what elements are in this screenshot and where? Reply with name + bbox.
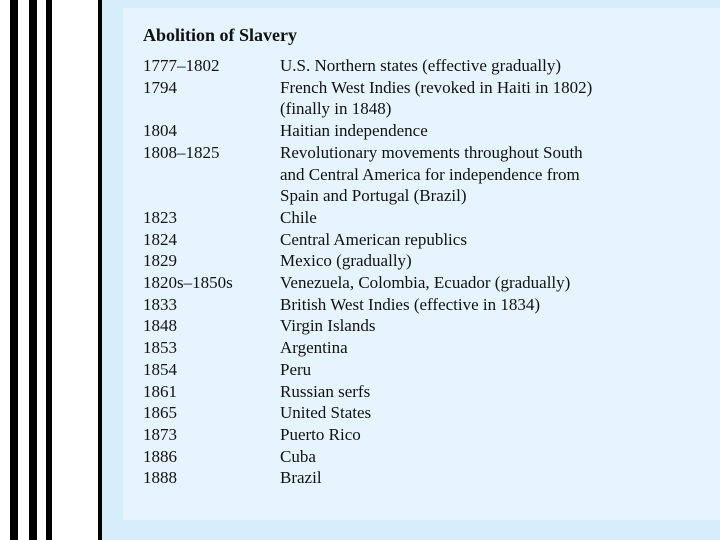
entry-text: Cuba xyxy=(280,446,316,466)
entry-text: Russian serfs xyxy=(280,381,371,401)
entry-date: 1804 xyxy=(143,121,177,141)
entry-text: French West Indies (revoked in Haiti in … xyxy=(280,77,593,97)
panel xyxy=(123,8,720,520)
entry-text: Puerto Rico xyxy=(280,424,361,444)
entry-text: Virgin Islands xyxy=(280,316,376,336)
title: Abolition of Slavery xyxy=(143,25,298,45)
entry-date: 1865 xyxy=(143,403,177,423)
entry-date: 1794 xyxy=(143,77,177,97)
entry-text: (finally in 1848) xyxy=(280,99,392,119)
entry-date: 1777–1802 xyxy=(143,56,220,75)
entry-date: 1848 xyxy=(143,316,177,336)
entry-date: 1820s–1850s xyxy=(143,273,233,292)
entry-date: 1861 xyxy=(143,381,177,401)
entry-text: Brazil xyxy=(280,468,322,488)
entry-date: 1888 xyxy=(143,468,177,488)
stripe xyxy=(29,0,37,540)
entry-text: Venezuela, Colombia, Ecuador (gradually) xyxy=(280,273,571,292)
entry-date: 1854 xyxy=(143,359,177,379)
entry-text: United States xyxy=(280,403,372,423)
entry-date: 1873 xyxy=(143,424,177,444)
entry-text: Argentina xyxy=(280,338,348,358)
entry-date: 1808–1825 xyxy=(143,142,220,162)
stripe xyxy=(46,0,52,540)
entry-text: U.S. Northern states (effective graduall… xyxy=(280,56,562,75)
entry-text: Central American republics xyxy=(280,229,467,249)
entry-text: Spain and Portugal (Brazil) xyxy=(280,186,467,206)
entry-text: Chile xyxy=(280,207,317,227)
entry-text: British West Indies (effective in 1834) xyxy=(280,294,541,314)
entry-text: Revolutionary movements throughout South xyxy=(280,142,583,162)
entry-date: 1829 xyxy=(143,251,177,271)
entry-text: Peru xyxy=(280,359,312,379)
border xyxy=(98,0,102,540)
entry-text: Mexico (gradually) xyxy=(280,251,412,271)
entry-date: 1823 xyxy=(143,207,177,227)
entry-text: Haitian independence xyxy=(280,121,428,141)
entry-date: 1886 xyxy=(143,446,177,466)
entry-date: 1833 xyxy=(143,294,177,314)
entry-date: 1824 xyxy=(143,229,177,249)
stripe xyxy=(10,0,18,540)
entry-date: 1853 xyxy=(143,338,177,358)
entry-text: and Central America for independence fro… xyxy=(280,164,580,184)
